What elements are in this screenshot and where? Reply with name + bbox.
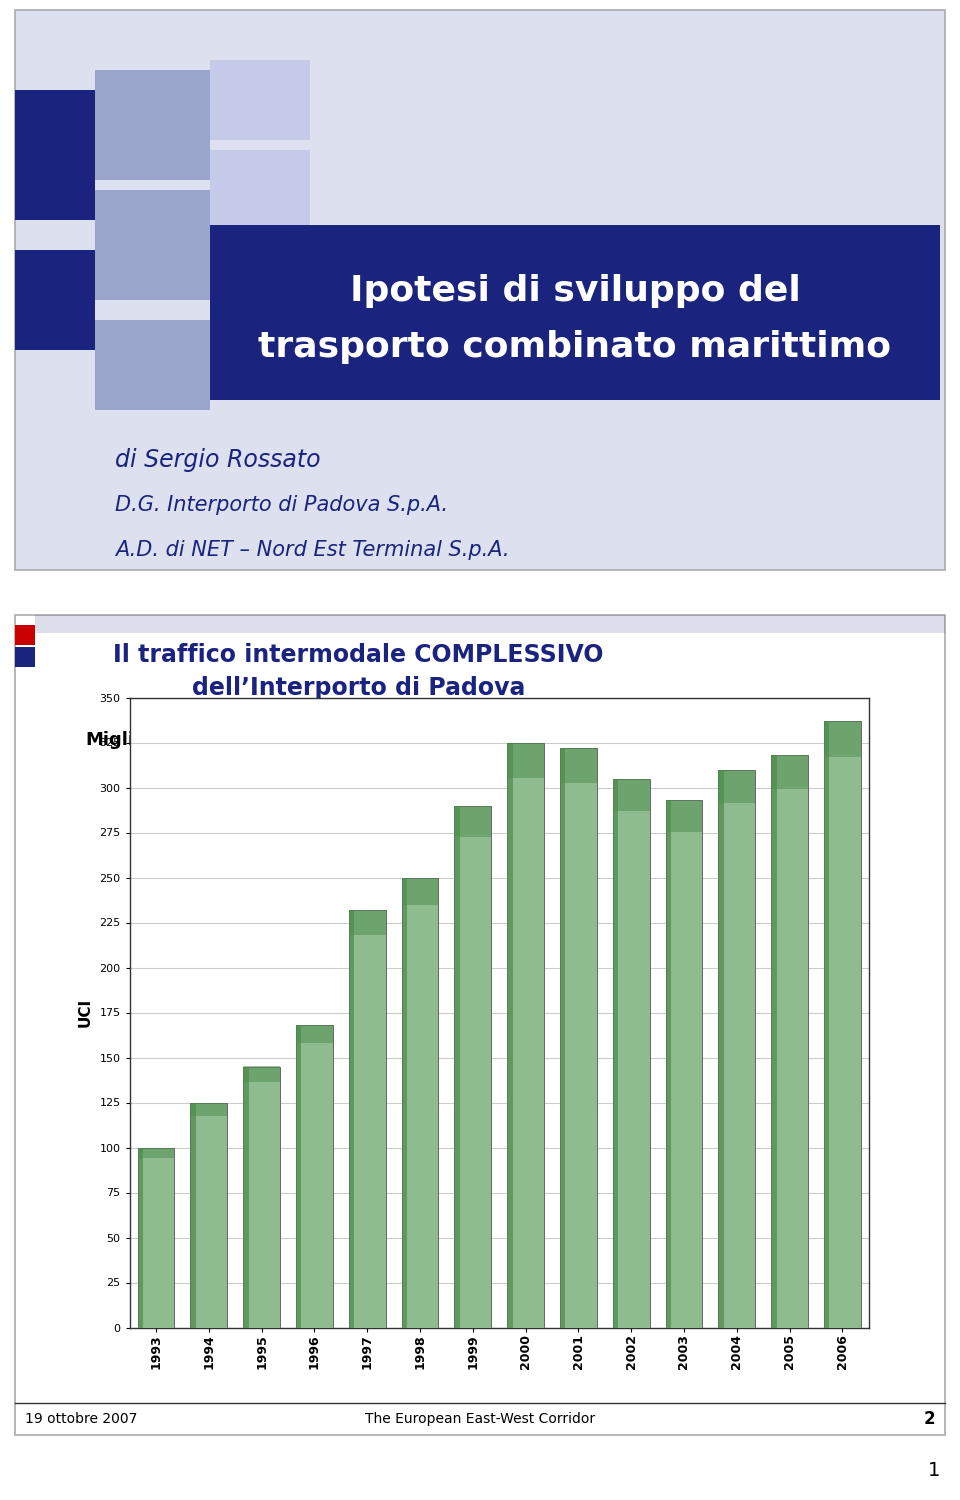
Bar: [35, 615, 945, 633]
Bar: [560, 748, 597, 1328]
Bar: [210, 60, 310, 140]
Bar: [401, 878, 439, 1328]
Bar: [718, 770, 756, 1328]
Bar: [15, 10, 945, 570]
Bar: [771, 754, 808, 1328]
Bar: [348, 910, 354, 1328]
Bar: [665, 800, 703, 831]
Text: D.G. Interporto di Padova S.p.A.: D.G. Interporto di Padova S.p.A.: [115, 495, 448, 514]
Bar: [95, 190, 210, 300]
Bar: [560, 748, 597, 783]
Bar: [190, 1102, 196, 1328]
Bar: [824, 722, 861, 758]
Text: 1: 1: [927, 1461, 940, 1479]
Bar: [15, 626, 35, 645]
Bar: [665, 800, 671, 1328]
Bar: [15, 90, 95, 220]
Bar: [454, 806, 492, 1328]
Bar: [507, 742, 544, 1328]
Text: dell’Interporto di Padova: dell’Interporto di Padova: [192, 676, 525, 700]
Bar: [348, 910, 386, 934]
Bar: [296, 1024, 333, 1042]
Text: 2: 2: [924, 1410, 935, 1428]
Bar: [296, 1024, 333, 1328]
Bar: [296, 1024, 301, 1328]
Bar: [401, 878, 439, 904]
Bar: [507, 742, 544, 777]
Bar: [190, 1102, 228, 1116]
Bar: [137, 1148, 143, 1328]
Bar: [137, 1148, 175, 1158]
Bar: [401, 878, 407, 1328]
Bar: [507, 742, 513, 1328]
Bar: [612, 778, 650, 812]
Y-axis label: UCI: UCI: [78, 998, 92, 1028]
Bar: [454, 806, 460, 1328]
Bar: [210, 225, 940, 400]
Bar: [95, 320, 210, 410]
Bar: [718, 770, 724, 1328]
Bar: [771, 754, 777, 1328]
Text: di Sergio Rossato: di Sergio Rossato: [115, 448, 321, 472]
Bar: [824, 722, 829, 1328]
Text: Migliaia: Migliaia: [85, 730, 164, 748]
Bar: [243, 1066, 249, 1328]
Text: The European East-West Corridor: The European East-West Corridor: [365, 1412, 595, 1426]
Bar: [612, 778, 618, 1328]
Bar: [454, 806, 492, 837]
Text: Il traffico intermodale COMPLESSIVO: Il traffico intermodale COMPLESSIVO: [113, 644, 604, 668]
Bar: [348, 910, 386, 1328]
Text: trasporto combinato marittimo: trasporto combinato marittimo: [258, 330, 892, 364]
Bar: [718, 770, 756, 802]
Bar: [824, 722, 861, 1328]
Bar: [560, 748, 565, 1328]
Text: Ipotesi di sviluppo del: Ipotesi di sviluppo del: [349, 274, 801, 309]
Bar: [665, 800, 703, 1328]
Bar: [190, 1102, 228, 1328]
Text: A.D. di NET – Nord Est Terminal S.p.A.: A.D. di NET – Nord Est Terminal S.p.A.: [115, 540, 510, 560]
Bar: [612, 778, 650, 1328]
Bar: [15, 646, 35, 668]
Text: 19 ottobre 2007: 19 ottobre 2007: [25, 1412, 137, 1426]
Bar: [15, 251, 95, 350]
Bar: [137, 1148, 175, 1328]
Bar: [243, 1066, 280, 1328]
Bar: [771, 754, 808, 789]
Bar: [95, 70, 210, 180]
Bar: [210, 150, 310, 230]
Bar: [15, 615, 945, 1436]
Bar: [243, 1066, 280, 1082]
